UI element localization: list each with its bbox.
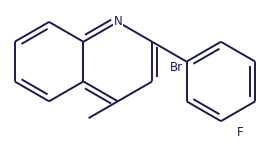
Text: N: N (113, 15, 122, 28)
Text: F: F (237, 126, 243, 139)
Text: Br: Br (170, 61, 184, 74)
